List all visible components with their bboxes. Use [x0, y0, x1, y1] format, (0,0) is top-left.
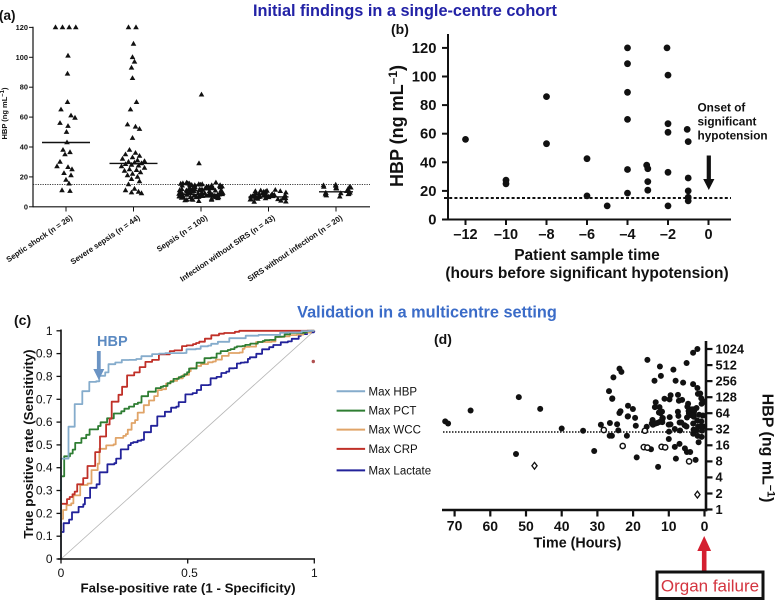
svg-text:Patient sample time: Patient sample time — [514, 247, 660, 264]
svg-text:60: 60 — [420, 127, 436, 143]
svg-text:–4: –4 — [619, 227, 635, 243]
svg-text:32: 32 — [716, 422, 730, 437]
svg-text:60: 60 — [20, 113, 28, 122]
svg-text:30: 30 — [590, 518, 606, 534]
svg-text:HBP (ng mL–1): HBP (ng mL–1) — [759, 394, 775, 503]
svg-text:8: 8 — [716, 454, 723, 469]
svg-text:–10: –10 — [494, 227, 518, 243]
svg-text:0.9: 0.9 — [36, 347, 53, 361]
svg-text:Max CRP: Max CRP — [369, 444, 419, 456]
svg-text:Septic shock (n = 26): Septic shock (n = 26) — [5, 213, 75, 264]
svg-text:1: 1 — [311, 566, 318, 580]
svg-text:False-positive rate (1 - Speci: False-positive rate (1 - Specificity) — [80, 581, 295, 596]
svg-text:60: 60 — [483, 518, 499, 534]
svg-text:40: 40 — [420, 155, 436, 171]
svg-text:hypotension: hypotension — [698, 129, 768, 143]
svg-text:0: 0 — [58, 566, 65, 580]
svg-text:0.5: 0.5 — [36, 438, 53, 452]
svg-text:0.6: 0.6 — [36, 415, 53, 429]
svg-text:HBP: HBP — [97, 334, 128, 350]
svg-text:1024: 1024 — [716, 341, 745, 356]
svg-text:Max WCC: Max WCC — [369, 425, 421, 437]
svg-text:Max Lactate: Max Lactate — [369, 465, 432, 477]
svg-text:64: 64 — [716, 406, 731, 421]
svg-text:256: 256 — [716, 373, 737, 388]
svg-text:80: 80 — [420, 98, 436, 114]
svg-text:HBP (ng mL–1): HBP (ng mL–1) — [386, 65, 407, 187]
svg-text:–2: –2 — [660, 227, 676, 243]
svg-text:–6: –6 — [579, 227, 595, 243]
svg-text:512: 512 — [716, 357, 737, 372]
svg-text:1: 1 — [716, 502, 723, 517]
svg-text:–12: –12 — [453, 227, 477, 243]
svg-text:HBP (ng mL–1): HBP (ng mL–1) — [0, 87, 9, 139]
svg-text:Severe sepsis (n = 44): Severe sepsis (n = 44) — [69, 213, 142, 266]
svg-text:0: 0 — [428, 213, 436, 229]
svg-text:0.8: 0.8 — [36, 369, 53, 383]
svg-text:120: 120 — [412, 41, 437, 57]
svg-text:10: 10 — [661, 518, 677, 534]
svg-text:20: 20 — [625, 518, 641, 534]
svg-text:Max PCT: Max PCT — [369, 406, 417, 418]
svg-text:80: 80 — [20, 83, 28, 92]
svg-text:0.4: 0.4 — [36, 461, 53, 475]
svg-text:0.2: 0.2 — [36, 506, 53, 520]
svg-text:(hours before significant hypo: (hours before significant hypotension) — [445, 265, 728, 282]
svg-text:0: 0 — [701, 518, 709, 534]
svg-text:0: 0 — [46, 552, 53, 566]
svg-text:0: 0 — [24, 202, 28, 211]
svg-text:0.1: 0.1 — [36, 529, 53, 543]
svg-text:Time (Hours): Time (Hours) — [534, 536, 622, 552]
svg-text:120: 120 — [16, 23, 28, 32]
svg-text:Sepsis (n = 100): Sepsis (n = 100) — [155, 213, 209, 254]
svg-text:40: 40 — [20, 143, 28, 152]
svg-text:(a): (a) — [0, 8, 16, 23]
svg-text:128: 128 — [716, 390, 737, 405]
svg-text:Onset of: Onset of — [698, 101, 746, 115]
svg-text:Initial findings in a single-c: Initial findings in a single-centre coho… — [253, 2, 558, 20]
svg-text:–8: –8 — [538, 227, 554, 243]
svg-text:(c): (c) — [14, 312, 31, 328]
svg-text:True positive rate (Sensitivit: True positive rate (Sensitivity) — [21, 349, 36, 538]
svg-text:4: 4 — [716, 470, 724, 485]
svg-text:0.3: 0.3 — [36, 484, 53, 498]
svg-text:1: 1 — [46, 324, 53, 338]
svg-text:2: 2 — [716, 486, 723, 501]
svg-text:40: 40 — [554, 518, 570, 534]
svg-text:(b): (b) — [391, 21, 409, 37]
svg-text:0.7: 0.7 — [36, 392, 53, 406]
svg-text:100: 100 — [16, 53, 28, 62]
svg-text:Organ failure: Organ failure — [661, 577, 759, 596]
svg-text:0.5: 0.5 — [181, 566, 198, 580]
svg-text:100: 100 — [412, 70, 437, 86]
svg-text:Max HBP: Max HBP — [369, 386, 418, 398]
svg-text:50: 50 — [518, 518, 534, 534]
svg-text:16: 16 — [716, 438, 730, 453]
svg-text:0: 0 — [704, 227, 712, 243]
svg-text:Validation in a multicentre se: Validation in a multicentre setting — [297, 304, 557, 322]
svg-text:20: 20 — [420, 184, 436, 200]
svg-text:significant: significant — [698, 115, 757, 129]
svg-text:(d): (d) — [434, 331, 452, 347]
svg-text:70: 70 — [447, 518, 463, 534]
svg-text:20: 20 — [20, 172, 28, 181]
